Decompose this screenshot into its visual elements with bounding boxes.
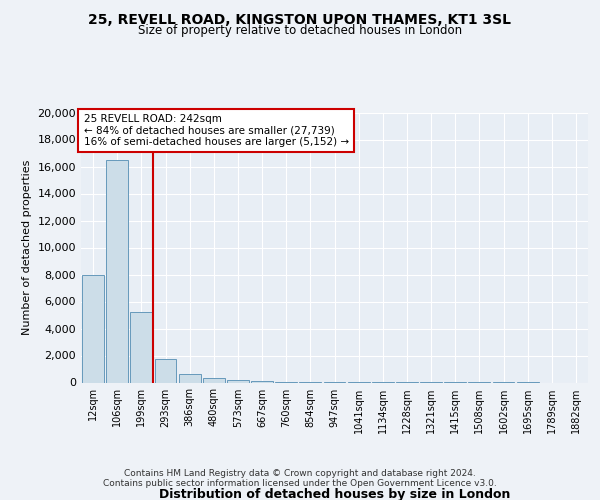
Bar bbox=[155, 359, 176, 382]
Bar bbox=[251, 381, 273, 382]
Y-axis label: Number of detached properties: Number of detached properties bbox=[22, 160, 32, 335]
X-axis label: Distribution of detached houses by size in London: Distribution of detached houses by size … bbox=[159, 488, 510, 500]
Bar bbox=[203, 378, 224, 382]
Text: Contains HM Land Registry data © Crown copyright and database right 2024.: Contains HM Land Registry data © Crown c… bbox=[124, 468, 476, 477]
Bar bbox=[227, 380, 249, 382]
Bar bbox=[106, 160, 128, 382]
Text: 25, REVELL ROAD, KINGSTON UPON THAMES, KT1 3SL: 25, REVELL ROAD, KINGSTON UPON THAMES, K… bbox=[89, 12, 511, 26]
Text: Size of property relative to detached houses in London: Size of property relative to detached ho… bbox=[138, 24, 462, 37]
Bar bbox=[82, 274, 104, 382]
Bar bbox=[130, 312, 152, 382]
Text: 25 REVELL ROAD: 242sqm
← 84% of detached houses are smaller (27,739)
16% of semi: 25 REVELL ROAD: 242sqm ← 84% of detached… bbox=[83, 114, 349, 147]
Bar bbox=[179, 374, 200, 382]
Text: Contains public sector information licensed under the Open Government Licence v3: Contains public sector information licen… bbox=[103, 478, 497, 488]
